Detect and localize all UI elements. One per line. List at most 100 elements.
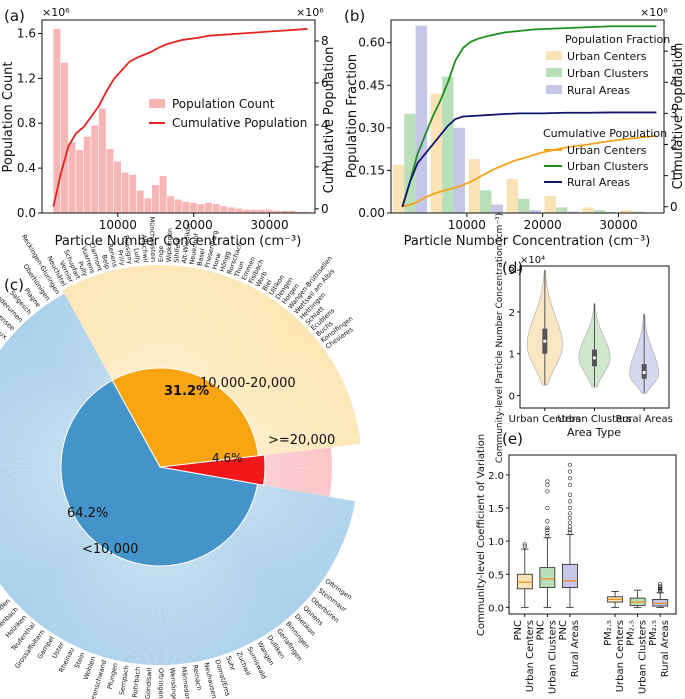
c-stripe-1-109 (232, 329, 309, 400)
c-stripe-2-49 (258, 448, 332, 457)
c-stripe-0-101 (0, 383, 73, 422)
c-stripe-0-66 (6, 341, 84, 405)
c-pct-inner-1: 31.2% (164, 384, 209, 399)
c-stripe-1-306 (95, 275, 129, 374)
c-stripe-0-298 (4, 528, 83, 590)
c-stripe-0-597 (233, 533, 308, 600)
c-stripe-1-67 (246, 369, 337, 420)
c-stripe-0-90 (0, 370, 76, 417)
c-stripe-0-131 (0, 416, 66, 438)
c-stripe-0-32 (33, 314, 98, 391)
c-stripe-0-648 (249, 508, 340, 551)
c-stripe-0-47 (20, 325, 91, 397)
c-stripe-0-376 (73, 556, 118, 646)
c-stripe-0-471 (170, 565, 181, 664)
c-stripe-0-219 (0, 487, 64, 501)
c-stripe-1-239 (166, 265, 174, 369)
c-stripe-1-69 (246, 367, 336, 419)
c-stripe-0-197 (0, 474, 62, 480)
c-stripe-1-303 (98, 274, 131, 373)
c-stripe-1-46 (251, 391, 348, 431)
c-stripe-0-251 (0, 504, 69, 534)
c-stripe-0-559 (217, 547, 275, 629)
c-stripe-1-37 (253, 401, 352, 436)
c-stripe-1-234 (169, 265, 180, 369)
c-stripe-1-140 (219, 305, 282, 388)
c-stripe-0-502 (187, 561, 216, 658)
c-stripe-0-112 (0, 396, 70, 428)
c-stripe-0-560 (217, 547, 276, 629)
c-stripe-1-335 (64, 288, 114, 380)
c-stripe-1-159 (210, 292, 263, 382)
a-y2tick-label-1: 2 (321, 160, 329, 174)
c-stripe-1-226 (173, 266, 189, 370)
c-stripe-1-36 (253, 402, 352, 436)
c-stripe-0-345 (43, 546, 102, 628)
a-xtick-label-1: 20000 (175, 218, 213, 232)
c-stripe-1-41 (252, 397, 350, 433)
c-stripe-2-24 (258, 470, 332, 474)
c-stripe-1-11 (257, 430, 359, 450)
c-stripe-1-146 (216, 300, 276, 386)
c-stripe-0-626 (243, 519, 328, 574)
c-stripe-0-429 (132, 565, 147, 664)
c-stripe-0-425 (127, 564, 145, 663)
c-stripe-1-277 (128, 267, 145, 370)
c-stripe-0-614 (239, 525, 320, 585)
c-stripe-0-320 (21, 537, 91, 609)
c-stripe-1-219 (177, 268, 197, 370)
c-stripe-0-204 (0, 478, 62, 487)
c-stripe-0-459 (163, 565, 167, 665)
c-stripe-1-202 (187, 272, 217, 372)
c-stripe-0-656 (251, 504, 344, 543)
c-stripe-0-521 (197, 558, 237, 650)
c-stripe-0-210 (0, 482, 63, 493)
e-outlier-0-0 (522, 544, 527, 549)
e-xtick-label-line1-4: PM₂.₅ (626, 620, 637, 646)
c-stripe-0-30 (35, 312, 98, 391)
c-stripe-0-583 (227, 538, 296, 612)
c-stripe-1-165 (207, 289, 257, 381)
c-stripe-0-121 (0, 406, 68, 433)
b-line-0 (402, 134, 657, 208)
c-stripe-0-426 (128, 564, 145, 663)
c-stripe-0-500 (186, 562, 214, 658)
c-stripe-0-567 (220, 544, 282, 624)
e-xtick-label-1: PNC Urban Clusters (535, 620, 558, 694)
c-stripe-1-92 (238, 344, 321, 408)
c-stripe-1-232 (170, 266, 182, 369)
c-stripe-0-384 (82, 558, 122, 650)
c-stripe-0-15 (49, 302, 105, 385)
c-stripe-0-138 (0, 423, 65, 442)
c-stripe-0-364 (61, 552, 112, 640)
c-stripe-0-10 (54, 299, 108, 384)
c-stripe-0-143 (0, 428, 64, 445)
c-stripe-1-148 (215, 299, 274, 386)
c-stripe-0-115 (0, 399, 69, 429)
c-stripe-0-190 (0, 470, 62, 474)
c-stripe-0-596 (233, 533, 307, 601)
c-stripe-1-221 (176, 267, 195, 370)
c-stripe-0-666 (253, 499, 348, 532)
c-stripe-1-58 (248, 378, 342, 424)
c-stripe-1-300 (102, 273, 132, 373)
c-stripe-0-346 (44, 547, 103, 628)
c-stripe-0-68 (4, 343, 83, 406)
b-bar-1-2 (480, 190, 492, 213)
c-stripe-0-160 (0, 445, 62, 454)
c-stripe-1-71 (245, 365, 335, 418)
c-stripe-0-529 (202, 556, 245, 647)
c-stripe-0-549 (212, 550, 265, 636)
e-xtick-label-0: PNC Urban Centers (513, 620, 536, 692)
c-stripe-0-537 (206, 554, 254, 642)
c-stripe-0-294 (1, 526, 81, 587)
c-stripe-0-249 (0, 503, 69, 532)
c-stripe-0-135 (0, 420, 65, 440)
c-stripe-0-134 (0, 419, 66, 440)
c-stripe-2-37 (258, 460, 332, 464)
c-stripe-0-375 (72, 555, 117, 645)
c-stripe-0-399 (98, 561, 130, 656)
c-stripe-0-494 (183, 563, 207, 660)
c-stripe-1-142 (218, 303, 280, 388)
c-stripe-0-203 (0, 478, 62, 486)
